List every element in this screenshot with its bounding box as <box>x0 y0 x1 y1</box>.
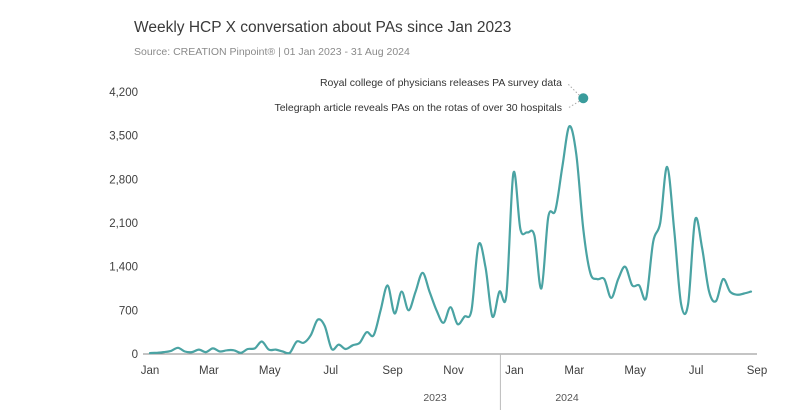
y-tick-label: 700 <box>119 305 138 317</box>
x-tick-label: Jan <box>141 365 160 377</box>
year-label-2023: 2023 <box>423 392 447 404</box>
x-tick-label: Jan <box>505 365 524 377</box>
y-tick-label: 4,200 <box>109 87 138 99</box>
event-marker <box>578 93 589 104</box>
x-tick-label: May <box>624 365 646 377</box>
x-tick-label: Mar <box>199 365 219 377</box>
series-layer <box>148 125 753 355</box>
annotation-label: Royal college of physicians releases PA … <box>320 77 562 89</box>
y-tick-label: 1,400 <box>109 262 138 274</box>
annotation-layer: Royal college of physicians releases PA … <box>274 77 589 114</box>
x-tick-label: Jul <box>323 365 338 377</box>
x-tick-label: Sep <box>382 365 402 377</box>
x-tick-label: Mar <box>564 365 584 377</box>
annotation-label: Telegraph article reveals PAs on the rot… <box>274 102 562 114</box>
x-tick-label: Jul <box>689 365 704 377</box>
y-tick-label: 2,100 <box>109 218 138 230</box>
y-tick-label: 2,800 <box>109 174 138 186</box>
chart-subtitle: Source: CREATION Pinpoint® | 01 Jan 2023… <box>134 46 410 58</box>
y-tick-label: 3,500 <box>109 131 138 143</box>
year-label-2024: 2024 <box>555 392 579 404</box>
x-tick-label: Sep <box>747 365 767 377</box>
x-axis: Jan Mar May Jul Sep Nov Jan Mar May Jul Sep 2023 202… <box>141 353 767 410</box>
series-line <box>148 125 753 355</box>
y-tick-label: 0 <box>132 349 138 361</box>
y-axis: 0 700 1,400 2,100 2,800 3,500 4,200 <box>109 87 138 361</box>
x-tick-label: May <box>259 365 281 377</box>
annotation-leader <box>567 100 580 109</box>
x-tick-label: Nov <box>443 365 464 377</box>
chart-title: Weekly HCP X conversation about PAs sinc… <box>134 19 512 36</box>
annotation-leader <box>567 83 580 96</box>
